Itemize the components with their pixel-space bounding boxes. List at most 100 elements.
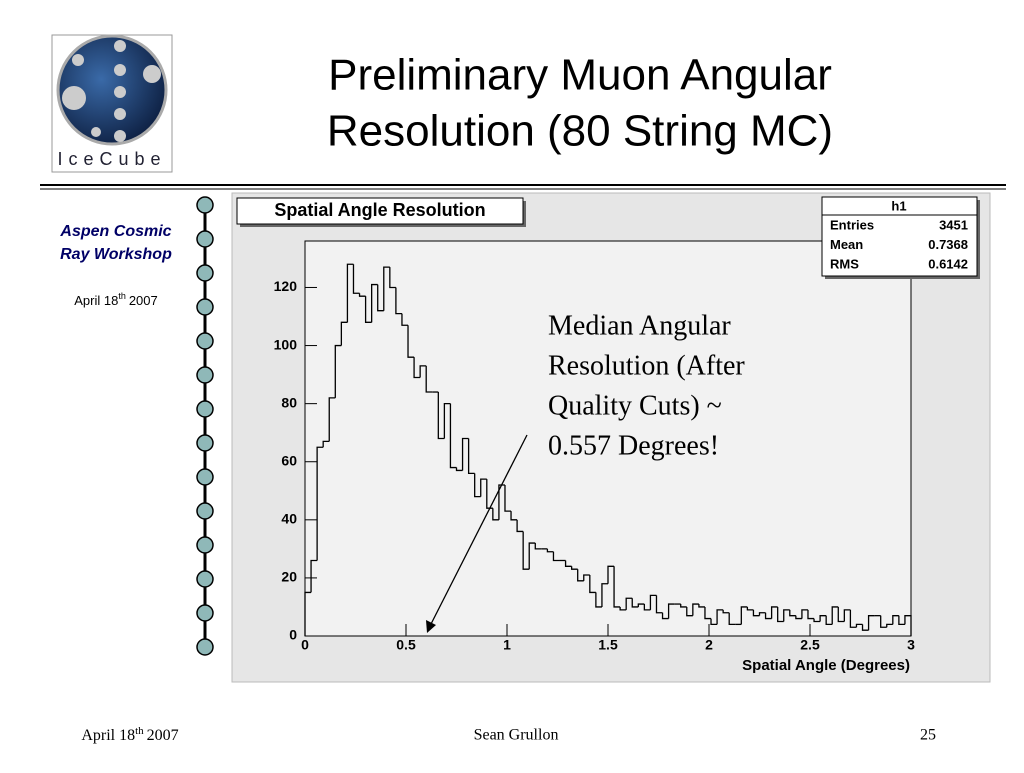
histogram-bin xyxy=(389,267,396,289)
date-part: April 18 xyxy=(74,293,118,308)
stats-label: Mean xyxy=(830,237,863,252)
x-tick-label: 0 xyxy=(301,637,309,653)
histogram-bin xyxy=(358,293,366,297)
histogram-bin xyxy=(613,566,621,608)
stats-value: 0.6142 xyxy=(928,256,968,271)
histogram-bin xyxy=(534,543,542,550)
x-tick-label: 1.5 xyxy=(598,637,618,653)
histogram-bin xyxy=(843,609,851,622)
y-tick-label: 80 xyxy=(281,394,297,410)
page-number: 25 xyxy=(920,727,936,744)
histogram-bin xyxy=(522,531,530,570)
logo-globe xyxy=(56,34,168,146)
histogram-bin xyxy=(740,606,748,625)
stats-label: Entries xyxy=(830,217,874,232)
histogram-bin xyxy=(474,473,481,498)
histogram-bin xyxy=(601,583,608,607)
histogram-bin xyxy=(631,598,639,608)
date-sup: th xyxy=(135,725,144,737)
histogram-bin xyxy=(377,284,384,312)
annotation-line: Resolution (After xyxy=(548,350,745,381)
histogram-bin xyxy=(607,565,615,584)
histogram-bin xyxy=(704,606,712,620)
venue: Ray Workshop xyxy=(60,246,172,263)
stats-value: 3451 xyxy=(939,217,968,232)
bead xyxy=(196,264,214,282)
histogram-bin xyxy=(334,344,342,398)
bead xyxy=(196,298,214,316)
bead xyxy=(196,604,214,622)
y-tick-label: 20 xyxy=(281,569,297,585)
bead xyxy=(196,332,214,350)
histogram-bin xyxy=(407,325,415,358)
histogram-bin xyxy=(570,566,578,570)
stats-value: 0.7368 xyxy=(928,237,968,252)
histogram-bin xyxy=(577,569,584,582)
histogram-bin xyxy=(855,623,863,628)
histogram-bin xyxy=(686,606,693,617)
chart-title: Spatial Angle Resolution xyxy=(274,200,485,220)
histogram-bin xyxy=(510,511,518,521)
histogram-bin xyxy=(625,597,633,610)
histogram-bin xyxy=(849,609,857,628)
histogram-bin xyxy=(661,612,669,620)
histogram-bin xyxy=(722,609,730,614)
histogram-bin xyxy=(352,264,360,294)
stats-box xyxy=(821,196,978,277)
x-axis-label: Spatial Angle (Degrees) xyxy=(742,657,910,674)
y-tick-label: 120 xyxy=(274,278,298,294)
bead xyxy=(196,536,214,554)
histogram-bin xyxy=(437,392,445,440)
histogram-bin xyxy=(328,397,336,442)
histogram-bin xyxy=(564,560,572,567)
histogram-bin xyxy=(764,612,772,620)
footer-author: Sean Grullon xyxy=(474,727,559,744)
logo-text: IceCube xyxy=(57,149,166,169)
histogram-bin xyxy=(831,606,839,625)
histogram-bin xyxy=(795,615,802,620)
histogram-bin xyxy=(649,594,657,610)
histogram-bin xyxy=(801,609,808,619)
histogram-bin xyxy=(401,313,409,326)
histogram-bin xyxy=(480,478,487,497)
histogram-bin xyxy=(364,296,372,323)
annotation-line: 0.557 Degrees! xyxy=(548,430,719,461)
histogram-bin xyxy=(583,574,590,581)
histogram-bin xyxy=(813,618,821,623)
annotation-line: Quality Cuts) ~ xyxy=(548,390,722,421)
date-sup: th xyxy=(118,291,126,301)
stats-rows: Entries 3451 Mean 0.7368 RMS 0.6142 xyxy=(830,217,968,271)
histogram-bin xyxy=(710,618,718,626)
histogram-bin xyxy=(861,624,869,631)
histogram-bin xyxy=(516,519,524,533)
histogram-bin xyxy=(692,603,699,616)
histogram-bin xyxy=(637,603,645,607)
bead xyxy=(196,468,214,486)
histogram-bin xyxy=(904,615,912,636)
histogram-bin xyxy=(589,575,596,594)
histogram-bin xyxy=(498,484,505,520)
annotation: Median Angular Resolution (After Quality C… xyxy=(548,310,745,461)
histogram-bin xyxy=(807,609,815,620)
histogram-bin xyxy=(758,612,766,616)
y-tick-label: 100 xyxy=(274,336,298,352)
y-tick-label: 40 xyxy=(281,511,297,527)
histogram-bin xyxy=(619,606,627,611)
histogram-bin xyxy=(746,606,754,611)
y-tick-label: 60 xyxy=(281,452,297,468)
histogram-bin xyxy=(892,615,899,625)
x-tick-label: 2.5 xyxy=(800,637,820,653)
date-part: April 18 xyxy=(81,727,135,744)
x-tick-label: 1 xyxy=(503,637,511,653)
histogram-bin xyxy=(492,508,499,521)
histogram-bin xyxy=(425,365,433,393)
x-tick-label: 0.5 xyxy=(396,637,416,653)
arrow xyxy=(429,434,528,627)
venue: Aspen Cosmic xyxy=(59,223,171,240)
histogram-bin xyxy=(346,263,354,323)
bead xyxy=(196,434,214,452)
spine xyxy=(196,196,214,656)
histogram-bin xyxy=(752,609,760,617)
histogram-bin xyxy=(880,615,887,628)
